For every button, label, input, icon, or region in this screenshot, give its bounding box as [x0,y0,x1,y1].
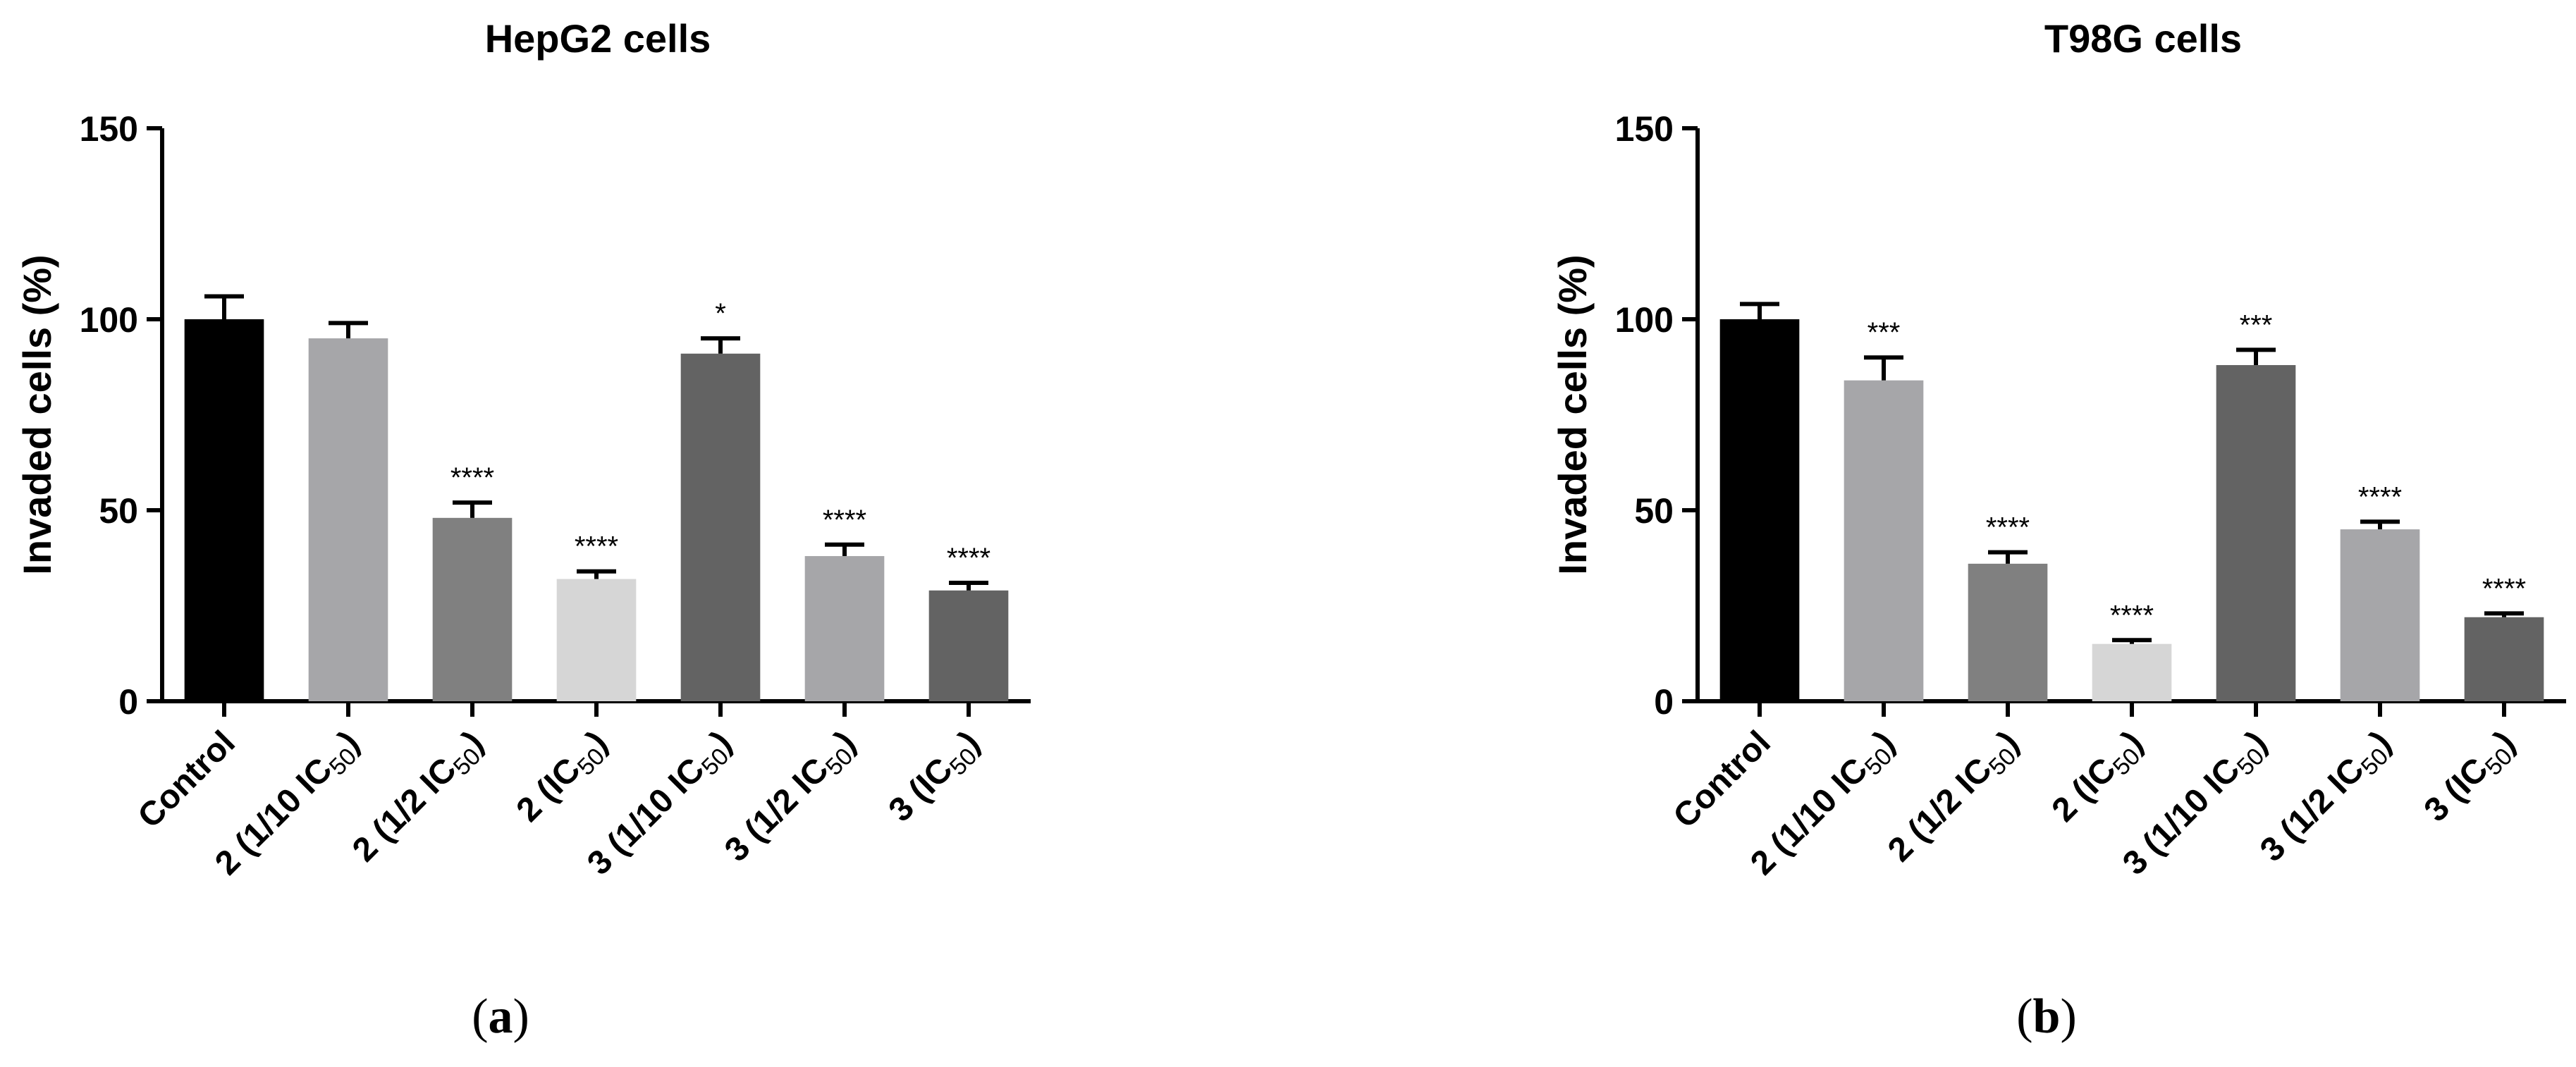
x-tick-label: 2 (IC50) [2045,724,2154,832]
x-tick-label: 2 (1/2 IC50) [1881,724,2030,872]
x-tick-label: 3 (IC50) [882,724,990,832]
bar [184,319,264,701]
bar [1844,380,1924,701]
bar [2216,365,2296,701]
bar [2464,617,2544,701]
y-tick-label: 150 [1615,109,1674,149]
bar [928,590,1009,701]
panel-label: (b) [2016,989,2077,1044]
y-axis-label: Invaded cells (%) [1550,254,1595,574]
y-tick-label: 0 [1654,682,1674,722]
bar [2340,529,2420,701]
x-tick-label: Control [131,724,243,835]
bar [804,556,885,701]
chart-panel-hepg2: HepG2 cells Invaded cells (%) 0 50 100 150 Con… [15,16,1031,1044]
significance-label: **** [823,505,866,536]
y-tick-label: 0 [118,682,138,722]
y-tick-label: 50 [1634,491,1674,531]
bar [432,517,513,701]
y-tick-label: 100 [80,300,138,340]
bar [308,338,388,702]
significance-label: **** [575,531,618,562]
bar [1968,563,2048,701]
y-tick-label: 50 [99,491,138,531]
x-tick-label: 3 (1/2 IC50) [2253,724,2402,872]
y-tick-label: 100 [1615,300,1674,340]
panel-label: (a) [472,989,529,1044]
significance-label: **** [947,543,990,574]
significance-label: **** [2110,600,2154,631]
x-tick-label: 2 (IC50) [510,724,618,832]
y-axis-label: Invaded cells (%) [15,254,59,574]
significance-label: **** [2358,481,2402,512]
chart-panel-t98g: T98G cells Invaded cells (%) 0 50 100 150 Cont… [1550,16,2566,1044]
significance-label: * [715,298,726,329]
significance-label: *** [1867,317,1901,348]
bar [2092,643,2172,701]
x-tick-label: 2 (1/2 IC50) [345,724,494,872]
x-tick-label: Control [1667,724,1778,835]
bar [556,579,637,701]
significance-label: **** [2482,573,2526,604]
significance-label: **** [1986,512,2030,543]
x-tick-label: 3 (1/2 IC50) [718,724,866,872]
bar [1719,319,1800,701]
x-tick-label: 3 (IC50) [2417,724,2526,832]
y-tick-label: 150 [80,109,138,149]
bar [680,353,761,701]
significance-label: **** [450,462,494,493]
chart-title: HepG2 cells [485,16,711,61]
significance-label: *** [2240,309,2273,340]
chart-title: T98G cells [2044,16,2242,61]
